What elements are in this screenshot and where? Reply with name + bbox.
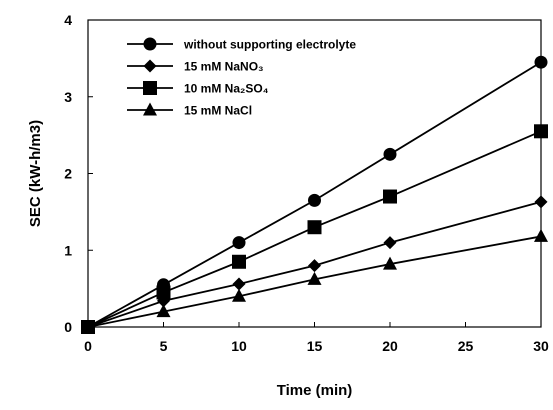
series-triangle xyxy=(81,228,548,333)
series-square xyxy=(81,124,548,334)
data-point xyxy=(232,236,246,250)
legend-item: without supporting electrolyte xyxy=(127,37,356,52)
series-group xyxy=(81,55,548,334)
y-tick-label: 0 xyxy=(64,319,72,335)
axes xyxy=(87,19,542,328)
data-point xyxy=(383,147,397,161)
data-point xyxy=(156,285,171,300)
legend-label: 10 mM Na₂SO₄ xyxy=(184,82,269,96)
series-line xyxy=(87,61,542,328)
y-axis-title: SEC (kW-h/m3) xyxy=(27,120,44,227)
y-tick-label: 3 xyxy=(64,89,72,105)
data-point xyxy=(534,228,548,242)
data-point xyxy=(534,195,548,209)
x-tick-label: 25 xyxy=(458,338,474,354)
y-tick-label: 4 xyxy=(64,12,72,28)
legend-marker xyxy=(143,81,157,95)
legend-item: 15 mM NaNO₃ xyxy=(127,59,264,74)
x-tick-label: 5 xyxy=(160,338,168,354)
x-tick-label: 15 xyxy=(307,338,323,354)
data-point xyxy=(383,189,397,204)
data-point xyxy=(307,220,322,235)
data-point xyxy=(156,304,171,318)
data-point xyxy=(308,259,321,273)
legend-marker xyxy=(143,37,157,51)
data-point xyxy=(308,193,321,207)
legend: without supporting electrolyte 15 mM NaNO… xyxy=(127,37,356,118)
legend-label: 15 mM NaNO₃ xyxy=(184,60,264,74)
data-point xyxy=(534,124,548,139)
series-line xyxy=(87,235,542,328)
data-point xyxy=(81,319,95,333)
legend-marker xyxy=(143,102,157,116)
legend-item: 10 mM Na₂SO₄ xyxy=(127,81,269,96)
x-tick-label: 20 xyxy=(382,338,398,354)
y-tick-label: 1 xyxy=(64,242,72,258)
x-tick-label: 30 xyxy=(533,338,549,354)
data-point xyxy=(534,55,548,69)
data-point xyxy=(232,254,246,269)
data-point xyxy=(232,288,246,302)
legend-label: without supporting electrolyte xyxy=(183,38,356,52)
tick-labels: 0 5 10 15 20 25 30 0 1 2 3 4 xyxy=(64,12,549,354)
x-tick-label: 0 xyxy=(84,338,92,354)
x-axis-title: Time (min) xyxy=(277,382,353,399)
legend-label: 15 mM NaCl xyxy=(184,104,252,118)
series-line xyxy=(87,201,542,328)
legend-marker xyxy=(143,59,157,73)
data-point xyxy=(383,236,397,250)
x-tick-label: 10 xyxy=(231,338,247,354)
data-point xyxy=(383,256,397,270)
data-point xyxy=(307,271,322,285)
series-circle xyxy=(81,55,548,334)
series-line xyxy=(87,130,542,328)
data-point xyxy=(232,277,246,291)
y-tick-label: 2 xyxy=(64,166,72,182)
series-diamond xyxy=(81,195,548,334)
legend-item: 15 mM NaCl xyxy=(127,102,252,118)
